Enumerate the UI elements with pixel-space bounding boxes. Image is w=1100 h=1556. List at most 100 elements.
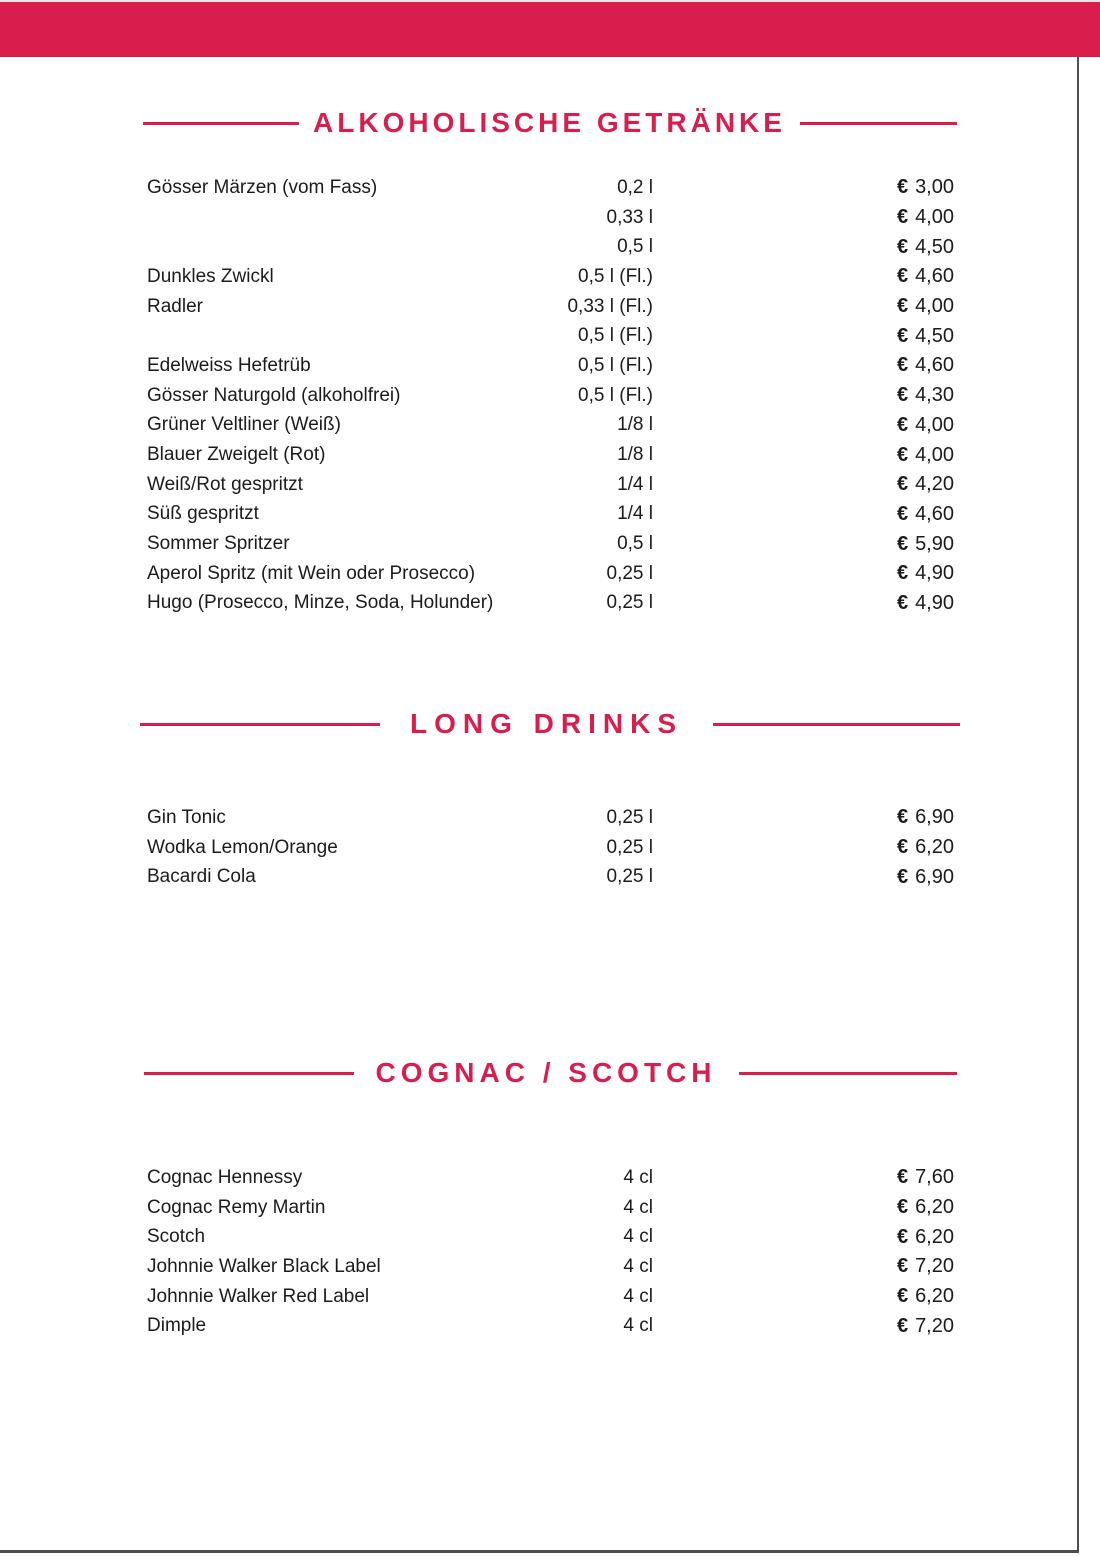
price-value: 4,00 [915,295,954,318]
euro-sign: € [896,384,909,407]
menu-item-row: Hugo (Prosecco, Minze, Soda, Holunder) 0… [147,589,954,619]
menu-item-row: Radler 0,33 l (Fl.) €4,00 [147,292,954,322]
price-value: 4,60 [915,354,954,377]
menu-items-cognac-scotch: Cognac Hennessy 4 cl €7,60 Cognac Remy M… [147,1163,954,1341]
item-size: 1/8 l [617,444,653,466]
menu-item-row: Weiß/Rot gespritzt 1/4 l €4,20 [147,470,954,500]
menu-item-row: Edelweiss Hefetrüb 0,5 l (Fl.) €4,60 [147,351,954,381]
price-value: 3,00 [915,176,954,199]
euro-sign: € [896,413,909,436]
item-price: €4,30 [653,384,954,407]
euro-sign: € [896,1166,909,1189]
euro-sign: € [896,295,909,318]
page-top-edge [0,0,1100,2]
menu-item-row: Grüner Veltliner (Weiß) 1/8 l €4,00 [147,411,954,441]
section-header-cognac-scotch: COGNAC / SCOTCH [0,1056,1100,1090]
item-price: €4,50 [653,325,954,348]
price-value: 7,60 [915,1166,954,1189]
menu-item-row: Aperol Spritz (mit Wein oder Prosecco) 0… [147,559,954,589]
menu-item-row: Blauer Zweigelt (Rot) 1/8 l €4,00 [147,440,954,470]
menu-item-row: Johnnie Walker Red Label 4 cl €6,20 [147,1282,954,1312]
item-name: Grüner Veltliner (Weiß) [147,414,341,436]
price-value: 7,20 [915,1255,954,1278]
item-size: 0,25 l [606,592,653,614]
item-name: Scotch [147,1226,206,1248]
price-value: 4,00 [915,413,954,436]
item-name: Johnnie Walker Black Label [147,1255,381,1277]
menu-item-row: Dimple 4 cl €7,20 [147,1311,954,1341]
price-value: 5,90 [915,532,954,555]
item-name: Cognac Remy Martin [147,1196,326,1218]
item-size: 0,5 l [617,533,653,555]
item-size: 0,25 l [606,836,653,858]
item-price: €5,90 [653,533,954,556]
item-name: Blauer Zweigelt (Rot) [147,444,326,466]
price-value: 4,90 [915,591,954,614]
item-price: €6,20 [653,836,954,859]
price-value: 4,00 [915,206,954,229]
euro-sign: € [896,235,909,258]
top-accent-bar [0,2,1100,57]
item-size: 4 cl [623,1226,653,1248]
page-right-edge-line [1077,0,1079,1553]
item-price: €4,60 [653,354,954,377]
menu-item-row: Johnnie Walker Black Label 4 cl €7,20 [147,1252,954,1282]
menu-item-row: Süß gespritzt 1/4 l €4,60 [147,500,954,530]
item-name: Bacardi Cola [147,866,256,888]
item-price: €4,60 [653,265,954,288]
item-size: 0,2 l [617,176,653,198]
menu-item-row: 0,33 l €4,00 [147,203,954,233]
item-size: 4 cl [623,1166,653,1188]
item-name: Aperol Spritz (mit Wein oder Prosecco) [147,562,476,584]
euro-sign: € [896,502,909,525]
price-value: 4,60 [915,265,954,288]
euro-sign: € [896,176,909,199]
item-price: €7,20 [653,1255,954,1278]
menu-item-row: Bacardi Cola 0,25 l €6,90 [147,862,954,892]
price-value: 6,90 [915,865,954,888]
menu-items-alkoholische-getraenke: Gösser Märzen (vom Fass) 0,2 l €3,00 0,3… [147,173,954,618]
euro-sign: € [896,206,909,229]
item-price: €4,60 [653,503,954,526]
item-price: €4,90 [653,592,954,615]
header-rule-right [738,1071,957,1075]
euro-sign: € [896,591,909,614]
item-size: 4 cl [623,1196,653,1218]
price-value: 4,50 [915,235,954,258]
euro-sign: € [896,562,909,585]
menu-item-row: Cognac Remy Martin 4 cl €6,20 [147,1193,954,1223]
item-name: Gösser Naturgold (alkoholfrei) [147,384,401,406]
item-price: €4,00 [653,295,954,318]
item-name: Süß gespritzt [147,503,259,525]
item-name: Hugo (Prosecco, Minze, Soda, Holunder) [147,592,494,614]
item-price: €7,60 [653,1166,954,1189]
item-name: Weiß/Rot gespritzt [147,473,303,495]
price-value: 6,20 [915,1285,954,1308]
euro-sign: € [896,1196,909,1219]
menu-item-row: 0,5 l (Fl.) €4,50 [147,321,954,351]
item-name: Dimple [147,1315,207,1337]
item-size: 1/4 l [617,473,653,495]
euro-sign: € [896,836,909,859]
item-price: €6,90 [653,866,954,889]
euro-sign: € [896,1225,909,1248]
section-title: COGNAC / SCOTCH [375,1057,717,1088]
item-size: 0,5 l (Fl.) [578,354,653,376]
item-price: €6,20 [653,1196,954,1219]
euro-sign: € [896,324,909,347]
menu-item-row: 0,5 l €4,50 [147,232,954,262]
euro-sign: € [896,1285,909,1308]
price-value: 6,20 [915,1196,954,1219]
item-size: 0,5 l (Fl.) [578,265,653,287]
item-size: 4 cl [623,1315,653,1337]
euro-sign: € [896,443,909,466]
menu-item-row: Gösser Naturgold (alkoholfrei) 0,5 l (Fl… [147,381,954,411]
header-rule-left [140,722,380,726]
item-name: Edelweiss Hefetrüb [147,354,311,376]
item-name: Radler [147,295,203,317]
euro-sign: € [896,806,909,829]
price-value: 4,90 [915,562,954,585]
item-size: 0,5 l [617,236,653,258]
item-size: 0,5 l (Fl.) [578,384,653,406]
